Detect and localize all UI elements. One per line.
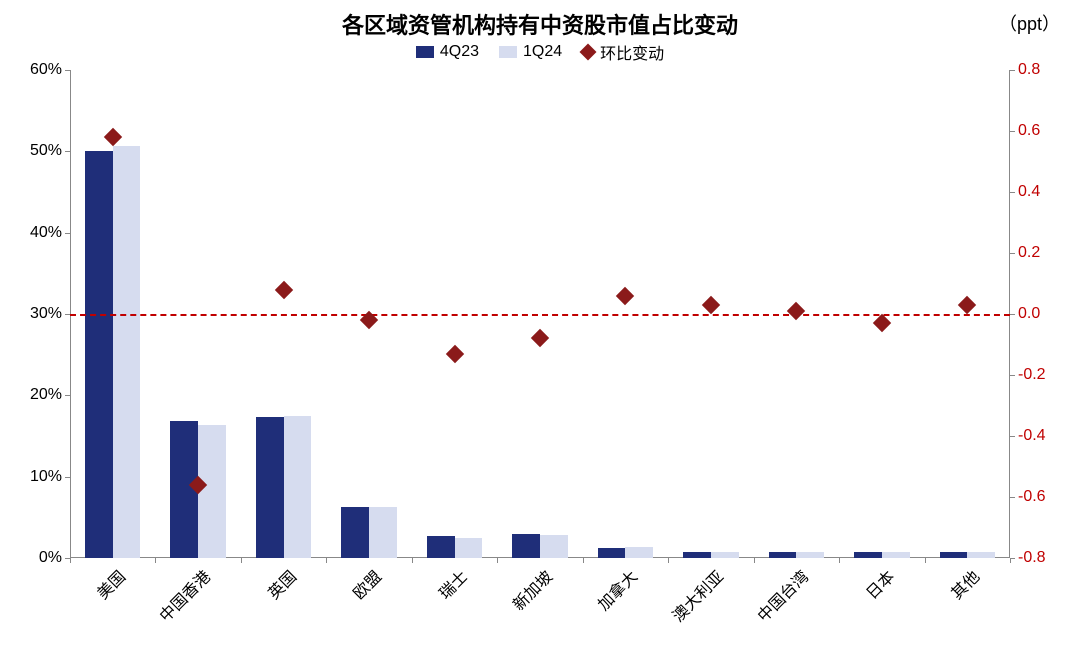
y-left-tick-mark xyxy=(65,314,70,315)
y-right-tick-label: -0.6 xyxy=(1018,488,1046,506)
legend-swatch xyxy=(580,44,597,61)
y-right-tick-mark xyxy=(1010,192,1015,193)
y-right-tick-label: -0.2 xyxy=(1018,366,1046,384)
x-axis: 美国中国香港 英国 欧盟 瑞士新加坡加拿大澳大利亚中国台湾 日本 其他 xyxy=(70,558,1010,653)
unit-label: （ppt） xyxy=(999,10,1060,36)
x-tick-mark xyxy=(412,558,413,563)
y-axis-left: 0%10%20%30%40%50%60% xyxy=(0,70,70,558)
x-tick-mark xyxy=(70,558,71,563)
legend-item: 环比变动 xyxy=(582,40,664,64)
x-tick-label: 瑞士 xyxy=(432,564,472,604)
x-tick-mark xyxy=(241,558,242,563)
y-left-tick-mark xyxy=(65,395,70,396)
y-left-tick-label: 30% xyxy=(30,305,62,323)
marker-qoq-change xyxy=(958,296,976,314)
marker-qoq-change xyxy=(189,476,207,494)
y-left-tick-label: 50% xyxy=(30,142,62,160)
y-right-tick-mark xyxy=(1010,497,1015,498)
x-tick-label: 欧盟 xyxy=(346,564,386,604)
y-right-tick-label: 0.6 xyxy=(1018,122,1040,140)
x-tick-label: 澳大利亚 xyxy=(666,564,728,626)
y-right-tick-mark xyxy=(1010,131,1015,132)
marker-qoq-change xyxy=(360,311,378,329)
x-tick-label: 英国 xyxy=(261,564,301,604)
x-tick-label: 中国香港 xyxy=(153,564,215,626)
x-tick-mark xyxy=(155,558,156,563)
legend-label: 4Q23 xyxy=(440,43,479,61)
plot-area xyxy=(70,70,1010,558)
y-right-tick-label: -0.8 xyxy=(1018,549,1046,567)
marker-qoq-change xyxy=(104,128,122,146)
x-tick-label: 美国 xyxy=(90,564,130,604)
legend-label: 1Q24 xyxy=(523,43,562,61)
y-right-tick-mark xyxy=(1010,70,1015,71)
legend: 4Q23 1Q24 环比变动 xyxy=(0,40,1080,64)
chart-title: 各区域资管机构持有中资股市值占比变动 xyxy=(0,8,1080,40)
y-right-tick-mark xyxy=(1010,253,1015,254)
y-left-tick-mark xyxy=(65,70,70,71)
y-right-tick-label: -0.4 xyxy=(1018,427,1046,445)
x-tick-label: 新加坡 xyxy=(506,564,557,615)
legend-label: 环比变动 xyxy=(600,40,664,64)
marker-qoq-change xyxy=(873,314,891,332)
legend-item: 4Q23 xyxy=(416,43,479,61)
y-axis-right: -0.8-0.6-0.4-0.20.00.20.40.60.8 xyxy=(1010,70,1080,558)
y-right-tick-mark xyxy=(1010,314,1015,315)
x-tick-mark xyxy=(583,558,584,563)
x-tick-mark xyxy=(668,558,669,563)
x-tick-mark xyxy=(497,558,498,563)
legend-swatch xyxy=(416,46,434,58)
legend-swatch xyxy=(499,46,517,58)
marker-qoq-change xyxy=(616,286,634,304)
y-left-tick-label: 60% xyxy=(30,61,62,79)
marker-qoq-change xyxy=(702,296,720,314)
y-right-tick-label: 0.4 xyxy=(1018,183,1040,201)
y-left-tick-mark xyxy=(65,477,70,478)
chart-container: 各区域资管机构持有中资股市值占比变动 （ppt） 4Q23 1Q24 环比变动 0%… xyxy=(0,0,1080,653)
y-right-tick-mark xyxy=(1010,436,1015,437)
y-right-tick-label: 0.2 xyxy=(1018,244,1040,262)
y-right-tick-label: 0.8 xyxy=(1018,61,1040,79)
y-right-tick-label: 0.0 xyxy=(1018,305,1040,323)
x-tick-mark xyxy=(839,558,840,563)
marker-qoq-change xyxy=(445,344,463,362)
y-left-tick-label: 0% xyxy=(39,549,62,567)
marker-qoq-change xyxy=(531,329,549,347)
marker-qoq-change xyxy=(274,280,292,298)
y-left-tick-label: 20% xyxy=(30,386,62,404)
x-tick-mark xyxy=(925,558,926,563)
x-tick-mark xyxy=(326,558,327,563)
x-tick-label: 其他 xyxy=(945,564,985,604)
x-tick-mark xyxy=(754,558,755,563)
x-tick-mark xyxy=(1010,558,1011,563)
x-tick-label: 加拿大 xyxy=(592,564,643,615)
legend-item: 1Q24 xyxy=(499,43,562,61)
marker-qoq-change xyxy=(787,302,805,320)
y-left-tick-mark xyxy=(65,233,70,234)
x-tick-label: 日本 xyxy=(859,564,899,604)
x-tick-label: 中国台湾 xyxy=(751,564,813,626)
y-left-tick-mark xyxy=(65,151,70,152)
y-left-tick-label: 40% xyxy=(30,224,62,242)
y-left-tick-label: 10% xyxy=(30,468,62,486)
y-right-tick-mark xyxy=(1010,375,1015,376)
diamonds-layer xyxy=(70,70,1010,558)
